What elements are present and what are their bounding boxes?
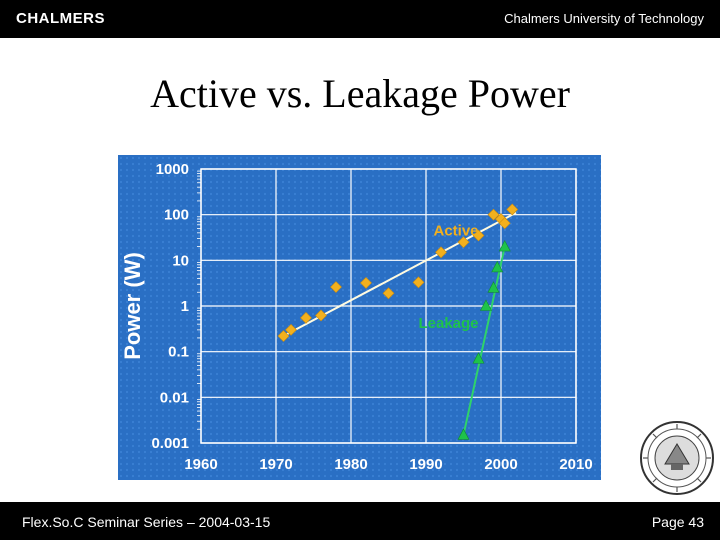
active-point bbox=[277, 330, 290, 342]
minor-tick-marks bbox=[197, 170, 201, 430]
leakage-point bbox=[480, 299, 492, 311]
slide-title: Active vs. Leakage Power bbox=[150, 71, 570, 116]
series-annotations: Active Leakage bbox=[418, 222, 478, 332]
institution-name: Chalmers University of Technology bbox=[504, 11, 704, 26]
leakage-point bbox=[498, 239, 511, 252]
y-tick-label: 100 bbox=[164, 207, 189, 224]
chart-svg: 1000 100 10 1 0.1 0.01 0.001 1960 1970 1980 1990 2… bbox=[118, 155, 601, 480]
active-point bbox=[487, 208, 500, 221]
y-tick-labels: 1000 100 10 1 0.1 0.01 0.001 bbox=[151, 161, 189, 452]
active-point bbox=[457, 236, 470, 249]
leakage-point bbox=[487, 281, 500, 293]
data-markers bbox=[277, 203, 519, 440]
leakage-point bbox=[472, 352, 485, 364]
active-point bbox=[285, 323, 297, 336]
leakage-point bbox=[457, 428, 470, 440]
active-point bbox=[498, 217, 511, 230]
active-point bbox=[300, 311, 312, 324]
page-number: Page 43 bbox=[651, 514, 704, 530]
active-point bbox=[330, 281, 342, 293]
active-point bbox=[506, 203, 519, 216]
active-point bbox=[412, 276, 425, 289]
leakage-annotation: Leakage bbox=[418, 315, 478, 332]
active-point bbox=[472, 229, 485, 242]
x-tick-label: 2000 bbox=[484, 456, 517, 473]
y-tick-label: 0.001 bbox=[151, 435, 189, 452]
footer-seminar-text: Flex.So.C Seminar Series – 2004-03-15 bbox=[22, 514, 271, 530]
y-tick-label: 0.01 bbox=[160, 389, 189, 406]
y-tick-label: 0.1 bbox=[168, 344, 189, 361]
y-tick-label: 1 bbox=[181, 298, 189, 315]
active-point bbox=[315, 309, 327, 322]
x-tick-label: 2010 bbox=[559, 456, 592, 473]
x-tick-label: 1960 bbox=[184, 456, 217, 473]
active-point bbox=[435, 246, 447, 259]
chart-background bbox=[118, 155, 601, 480]
active-point bbox=[382, 287, 395, 300]
x-tick-label: 1970 bbox=[259, 456, 292, 473]
active-point bbox=[360, 277, 372, 289]
leakage-point bbox=[491, 260, 504, 273]
header-bar: CHALMERS Chalmers University of Technolo… bbox=[0, 0, 720, 38]
chalmers-logo: CHALMERS bbox=[16, 10, 105, 27]
x-tick-labels: 1960 1970 1980 1990 2000 2010 bbox=[184, 456, 592, 473]
active-annotation: Active bbox=[433, 222, 478, 239]
x-tick-label: 1980 bbox=[334, 456, 367, 473]
y-tick-label: 1000 bbox=[156, 161, 189, 178]
x-tick-label: 1990 bbox=[409, 456, 442, 473]
y-tick-label: 10 bbox=[172, 252, 189, 269]
leakage-trend-line bbox=[462, 246, 506, 436]
y-axis-label: Power (W) bbox=[120, 252, 145, 360]
footer-bar: Flex.So.C Seminar Series – 2004-03-15 Pa… bbox=[0, 502, 720, 540]
power-chart: 1000 100 10 1 0.1 0.01 0.001 1960 1970 1980 1990 2… bbox=[118, 155, 601, 480]
university-seal bbox=[637, 418, 717, 498]
